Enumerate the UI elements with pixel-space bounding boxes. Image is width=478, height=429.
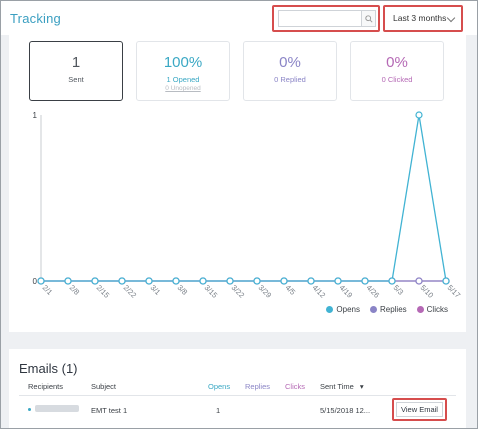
tracking-line-chart: 0 1 2/1 2/8 2/15 2/22 3/1 3/8 3/15 3/22 3/29 4/5 4/1… bbox=[33, 111, 463, 300]
data-point-opens bbox=[145, 277, 153, 285]
data-point-opens bbox=[118, 277, 126, 285]
column-header-sent-time[interactable]: Sent Time ▾ bbox=[320, 382, 364, 391]
page-title: Tracking bbox=[10, 11, 61, 26]
data-point-opens bbox=[37, 277, 45, 285]
view-email-button[interactable]: View Email bbox=[396, 402, 443, 417]
stat-unopened-link[interactable]: 0 Unopened bbox=[165, 85, 201, 92]
search-icon bbox=[364, 14, 373, 23]
x-tick-label: 3/29 bbox=[257, 283, 274, 300]
legend-dot-clicks bbox=[416, 306, 424, 313]
data-point-opens bbox=[199, 277, 207, 285]
view-email-highlight: View Email bbox=[392, 398, 447, 421]
data-point-opens bbox=[253, 277, 261, 285]
x-tick-label: 5/17 bbox=[446, 283, 463, 300]
stat-replied-label: 0 Replied bbox=[274, 75, 306, 84]
legend-label-clicks: Clicks bbox=[426, 305, 448, 314]
chart-legend: Opens Replies Clicks bbox=[326, 305, 448, 314]
header-bar: Tracking Last 3 months bbox=[1, 1, 477, 35]
search-box bbox=[272, 5, 380, 32]
sent-time-label: Sent Time bbox=[320, 382, 354, 391]
stat-opened-label: 1 Opened bbox=[166, 75, 200, 84]
stat-opened[interactable]: 100% 1 Opened 0 Unopened bbox=[136, 41, 230, 101]
date-range-value: Last 3 months bbox=[393, 13, 447, 23]
search-input[interactable] bbox=[278, 10, 361, 27]
data-point-opens bbox=[334, 277, 342, 285]
legend-item-opens[interactable]: Opens bbox=[326, 305, 360, 314]
x-tick-label: 2/22 bbox=[122, 283, 139, 300]
x-tick-label: 3/1 bbox=[149, 283, 163, 297]
data-point-opens bbox=[172, 277, 180, 285]
x-tick-label: 3/15 bbox=[203, 283, 220, 300]
column-header-opens[interactable]: Opens bbox=[208, 382, 231, 391]
x-tick-label: 4/5 bbox=[284, 283, 298, 297]
row-opens: 1 bbox=[216, 406, 221, 415]
stat-clicked[interactable]: 0% 0 Clicked bbox=[350, 41, 444, 101]
column-header-replies[interactable]: Replies bbox=[245, 382, 271, 391]
data-point-opens bbox=[388, 277, 396, 285]
legend-dot-opens bbox=[326, 306, 334, 313]
legend-label-replies: Replies bbox=[379, 305, 407, 314]
stat-clicked-label: 0 Clicked bbox=[381, 75, 413, 84]
series-line-opens bbox=[41, 114, 447, 282]
x-tick-label: 4/19 bbox=[338, 283, 355, 300]
emails-title: Emails (1) bbox=[19, 361, 78, 376]
x-tick-label: 3/22 bbox=[230, 283, 247, 300]
stat-sent-value: 1 bbox=[71, 54, 81, 71]
x-tick-label: 4/12 bbox=[311, 283, 328, 300]
stat-sent-label: Sent bbox=[68, 75, 84, 84]
date-range-dropdown[interactable]: Last 3 months bbox=[383, 5, 463, 32]
column-header-subject[interactable]: Subject bbox=[91, 382, 117, 391]
data-point-opens bbox=[91, 277, 99, 285]
row-sent-time: 5/15/2018 12... bbox=[320, 406, 371, 415]
y-tick-label: 0 bbox=[33, 277, 38, 286]
x-tick-label: 2/1 bbox=[41, 283, 55, 297]
legend-item-replies[interactable]: Replies bbox=[369, 305, 407, 314]
data-point-opens bbox=[361, 277, 369, 285]
stat-opened-value: 100% bbox=[163, 54, 203, 71]
recipient-redacted bbox=[35, 405, 79, 412]
data-point-opens bbox=[442, 277, 450, 285]
row-subject: EMT test 1 bbox=[91, 406, 128, 415]
data-point-opens bbox=[415, 111, 423, 119]
x-tick-label: 2/8 bbox=[68, 283, 82, 297]
data-point-opens bbox=[64, 277, 72, 285]
x-tick-label: 5/10 bbox=[419, 283, 436, 300]
x-tick-label: 2/15 bbox=[95, 283, 112, 300]
sort-desc-icon: ▾ bbox=[359, 382, 364, 391]
search-button[interactable] bbox=[361, 10, 376, 27]
emails-card: Emails (1) Recipients Subject Opens Repl… bbox=[9, 349, 466, 429]
table-header-divider bbox=[19, 395, 456, 396]
data-point-opens bbox=[226, 277, 234, 285]
legend-dot-replies bbox=[369, 306, 377, 313]
stat-replied-value: 0% bbox=[279, 54, 301, 71]
y-tick-label: 1 bbox=[33, 111, 38, 120]
legend-label-opens: Opens bbox=[336, 305, 360, 314]
column-header-recipients[interactable]: Recipients bbox=[28, 382, 64, 391]
stat-clicked-value: 0% bbox=[386, 54, 408, 71]
stat-replied[interactable]: 0% 0 Replied bbox=[243, 41, 337, 101]
stats-card: 1 Sent 100% 1 Opened 0 Unopened 0% 0 Rep… bbox=[9, 35, 466, 332]
legend-item-clicks[interactable]: Clicks bbox=[416, 305, 448, 314]
data-point-replies bbox=[415, 277, 423, 285]
x-tick-label: 4/26 bbox=[365, 283, 382, 300]
x-tick-label: 5/3 bbox=[392, 283, 406, 297]
column-header-clicks[interactable]: Clicks bbox=[285, 382, 305, 391]
recipient-status-icon bbox=[28, 408, 31, 411]
x-tick-label: 3/8 bbox=[176, 283, 190, 297]
stat-sent[interactable]: 1 Sent bbox=[29, 41, 123, 101]
data-point-opens bbox=[280, 277, 288, 285]
data-point-opens bbox=[307, 277, 315, 285]
